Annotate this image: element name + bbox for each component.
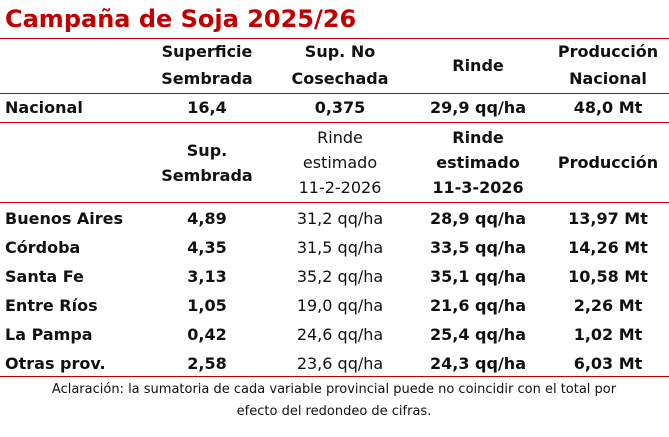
title: Campaña de Soja 2025/26: [5, 5, 357, 33]
cell: 28,9 qq/ha: [430, 209, 526, 228]
row-label: Buenos Aires: [5, 209, 124, 228]
row-label: Santa Fe: [5, 267, 84, 286]
row-label: Entre Ríos: [5, 296, 98, 315]
cell: 25,4 qq/ha: [430, 325, 526, 344]
column-subheader: Rinde: [317, 128, 363, 147]
row-label: Otras prov.: [5, 354, 106, 373]
rule: [0, 122, 669, 123]
column-subheader: estimado: [436, 153, 520, 172]
cell: 4,89: [187, 209, 227, 228]
cell: 2,58: [187, 354, 227, 373]
cell: 2,26 Mt: [573, 296, 643, 315]
column-subheader: Rinde: [452, 128, 504, 147]
cell: 35,1 qq/ha: [430, 267, 526, 286]
cell: 29,9 qq/ha: [430, 98, 526, 117]
row-label: Córdoba: [5, 238, 81, 257]
rule: [0, 376, 669, 377]
column-header: Nacional: [569, 69, 647, 88]
rule: [0, 202, 669, 203]
column-subheader: Producción: [557, 153, 659, 172]
row-label: Nacional: [5, 98, 83, 117]
cell: 35,2 qq/ha: [296, 267, 384, 286]
column-header: Sembrada: [161, 69, 253, 88]
cell: 6,03 Mt: [573, 354, 643, 373]
cell: 31,5 qq/ha: [296, 238, 384, 257]
rule: [0, 93, 669, 94]
cell: 0,375: [314, 98, 366, 117]
cell: 24,3 qq/ha: [430, 354, 526, 373]
column-subheader: Sembrada: [161, 165, 253, 185]
column-header: Cosechada: [291, 69, 389, 88]
cell: 0,42: [187, 325, 227, 344]
footnote: Aclaración: la sumatoria de cada variabl…: [51, 382, 617, 397]
cell: 24,6 qq/ha: [296, 325, 384, 344]
cell: 23,6 qq/ha: [296, 354, 384, 373]
column-header: Rinde: [452, 56, 504, 75]
cell: 48,0 Mt: [573, 98, 643, 117]
cell: 3,13: [187, 267, 227, 286]
cell: 10,58 Mt: [568, 267, 648, 286]
column-subheader: estimado: [302, 153, 378, 172]
rule: [0, 38, 669, 39]
cell: 13,97 Mt: [568, 209, 648, 228]
cell: 1,05: [187, 296, 227, 315]
column-header: Sup. No: [304, 42, 376, 61]
column-header: Producción: [557, 42, 659, 61]
cell: 14,26 Mt: [568, 238, 648, 257]
column-subheader: 11-2-2026: [298, 178, 382, 197]
cell: 33,5 qq/ha: [430, 238, 526, 257]
cell: 16,4: [187, 98, 227, 117]
cell: 31,2 qq/ha: [296, 209, 384, 228]
column-subheader: Sup.: [186, 140, 228, 160]
row-label: La Pampa: [5, 325, 93, 344]
cell: 1,02 Mt: [573, 325, 643, 344]
column-header: Superficie: [161, 42, 253, 61]
column-subheader: 11-3-2026: [432, 178, 524, 197]
cell: 4,35: [187, 238, 227, 257]
cell: 21,6 qq/ha: [430, 296, 526, 315]
footnote: efecto del redondeo de cifras.: [236, 404, 432, 419]
cell: 19,0 qq/ha: [296, 296, 384, 315]
